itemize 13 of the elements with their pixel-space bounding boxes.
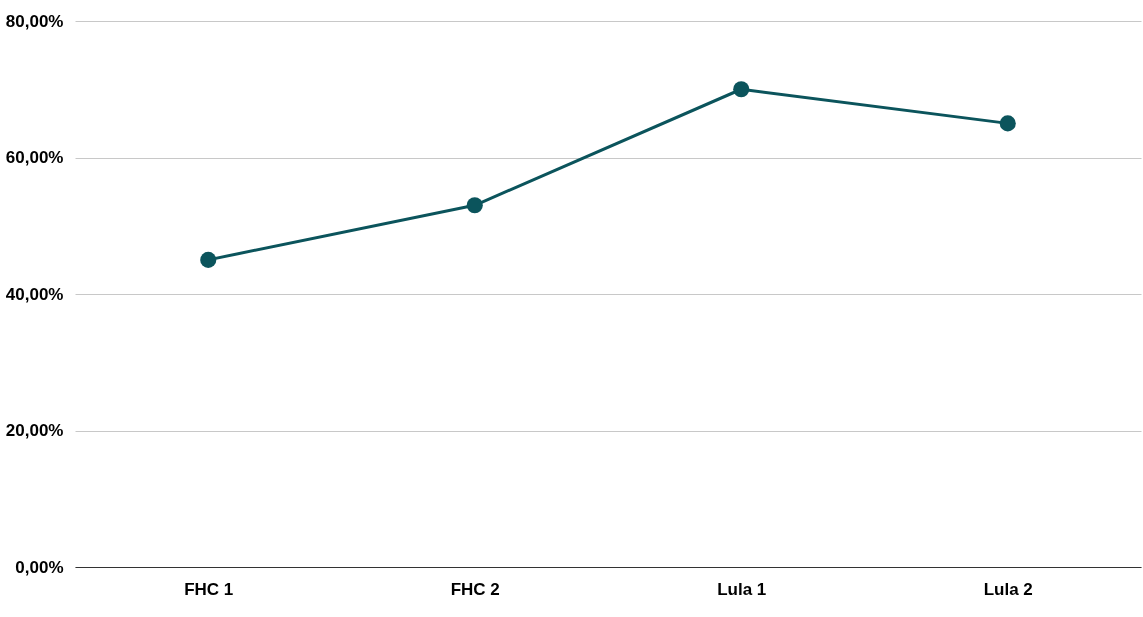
y-tick-label: 40,00% <box>5 284 64 304</box>
point <box>733 81 750 98</box>
x-tick-label: FHC 2 <box>450 579 500 599</box>
y-tick-label: 20,00% <box>5 421 64 440</box>
point <box>999 115 1016 132</box>
y-tick-label: 80,00% <box>5 11 64 31</box>
point <box>200 251 217 268</box>
x-tick-label: Lula 2 <box>983 579 1033 599</box>
x-tick-label: FHC 1 <box>184 579 234 599</box>
y-tick-label: 60,00% <box>5 148 64 167</box>
y-tick-label: 0,00% <box>15 557 64 577</box>
x-tick-label: Lula 1 <box>717 579 767 599</box>
point <box>466 197 483 214</box>
